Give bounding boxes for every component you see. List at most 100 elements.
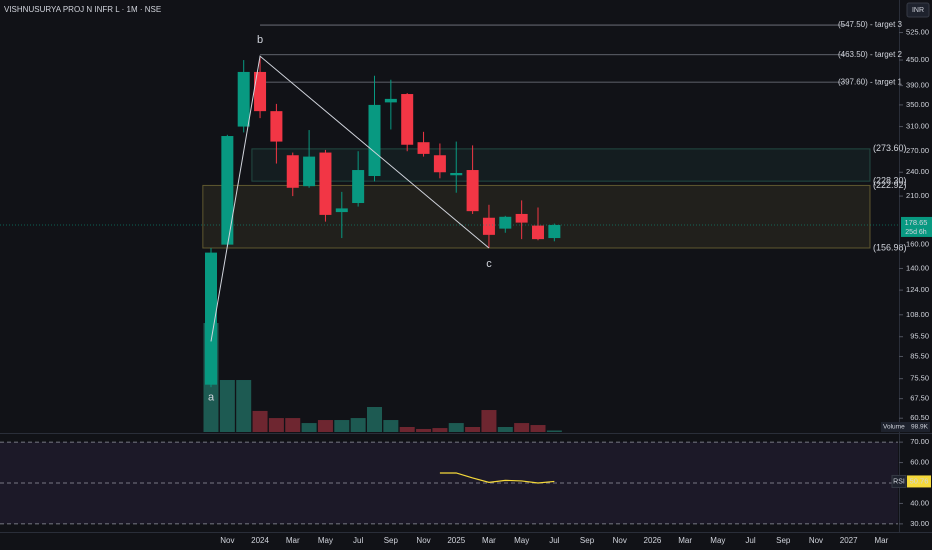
wave-line (210, 55, 490, 342)
x-tick-label: Sep (580, 536, 595, 545)
candle-body (433, 155, 446, 173)
rsi-tick-label: 40.00 (910, 498, 929, 507)
price-tick-label: 350.00 (906, 100, 929, 109)
candle-body (401, 94, 414, 145)
volume-value: 98.9K (911, 424, 929, 431)
x-tick-label: Nov (809, 536, 823, 545)
wave-label: b (257, 34, 263, 46)
price-tick-label: 310.00 (906, 122, 929, 131)
volume-bar (236, 380, 252, 432)
candle-body (303, 156, 316, 187)
price-tick-label: 85.50 (910, 351, 929, 360)
x-tick-label: 2025 (447, 536, 465, 545)
volume-bar (448, 423, 464, 432)
x-tick-label: Nov (613, 536, 627, 545)
currency-box[interactable] (906, 2, 930, 18)
target-label: (547.50) - target 3 (838, 20, 903, 29)
rsi-value: 50.76 (910, 476, 929, 485)
countdown-label: 25d 6h (905, 229, 927, 236)
zone-top-label: (222.92) (873, 180, 907, 190)
price-tick-label: 270.00 (906, 146, 929, 155)
price-tick-label: 160.00 (906, 240, 929, 249)
x-tick-label: Mar (678, 536, 692, 545)
x-tick-label: Mar (874, 536, 888, 545)
x-tick-label: Mar (482, 536, 496, 545)
last-price-box (901, 216, 932, 237)
x-tick-label: 2024 (251, 536, 269, 545)
wave-label: a (208, 391, 215, 403)
price-tick-label: 390.00 (906, 81, 929, 90)
price-tick-label: 67.50 (910, 394, 929, 403)
x-tick-label: May (710, 536, 725, 545)
price-tick-label: 75.50 (910, 374, 929, 383)
x-tick-label: Jul (353, 536, 363, 545)
volume-bar (219, 380, 235, 432)
rsi-tick-label: 60.00 (910, 458, 929, 467)
volume-bar (285, 418, 301, 432)
candle-body (515, 213, 528, 223)
volume-bar (334, 420, 350, 432)
volume-bar (268, 418, 284, 432)
volume-bar (399, 426, 415, 432)
volume-bar (465, 426, 481, 432)
volume-bar (432, 428, 448, 432)
candle-body (450, 172, 463, 176)
volume-bar (546, 430, 562, 432)
x-tick-label: 2026 (644, 536, 662, 545)
rsi-name-box (891, 474, 907, 488)
x-tick-label: Jul (745, 536, 755, 545)
candle-body (532, 225, 544, 240)
price-tick-label: 210.00 (906, 191, 929, 200)
price-tick-label: 450.00 (906, 55, 929, 64)
price-tick-label: 525.00 (906, 28, 929, 37)
price-tick-label: 108.00 (906, 310, 929, 319)
volume-bar (497, 426, 513, 432)
x-tick-label: Mar (286, 536, 300, 545)
volume-bar (350, 418, 366, 432)
price-tick-label: 60.50 (910, 413, 929, 422)
candle-body (221, 136, 234, 245)
x-tick-label: Sep (384, 536, 399, 545)
target-label: (463.50) - target 2 (838, 50, 903, 59)
rsi-value-box (907, 475, 931, 488)
volume-bar (383, 420, 399, 432)
volume-bar (530, 425, 546, 432)
last-price-label: 178.65 (905, 218, 928, 227)
volume-bar (481, 410, 497, 432)
price-tick-label: 124.00 (906, 285, 929, 294)
rsi-tick-label: 70.00 (910, 437, 929, 446)
x-tick-label: May (514, 536, 529, 545)
candle-body (482, 217, 495, 235)
zone (251, 148, 871, 182)
candle-body (254, 71, 267, 112)
price-tick-label: 240.00 (906, 167, 929, 176)
x-tick-label: Nov (220, 536, 234, 545)
x-tick-label: 2027 (840, 536, 858, 545)
x-tick-label: Nov (416, 536, 430, 545)
candle-body (384, 98, 397, 103)
volume-bar (301, 423, 317, 432)
volume-name: Volume (883, 424, 905, 431)
x-tick-label: Jul (549, 536, 559, 545)
candle-body (270, 111, 283, 142)
volume-bar (514, 423, 530, 432)
rsi-tick-label: 30.00 (910, 519, 929, 528)
x-tick-label: May (318, 536, 333, 545)
candle-body (548, 224, 561, 239)
x-tick-label: Sep (776, 536, 791, 545)
candle-body (335, 208, 348, 213)
candle-body (319, 152, 332, 215)
zone-bottom-label: (228.30) (873, 176, 907, 186)
price-tick-label: 140.00 (906, 263, 929, 272)
candle-body (237, 71, 250, 127)
currency[interactable]: INR (912, 7, 924, 14)
target-label: (397.60) - target 1 (838, 77, 903, 86)
candle-body (417, 142, 430, 154)
candle-body (352, 170, 365, 204)
volume-label-box (881, 422, 930, 432)
rsi-line (439, 472, 555, 484)
candle-body (466, 170, 479, 212)
volume-bar (317, 420, 333, 432)
